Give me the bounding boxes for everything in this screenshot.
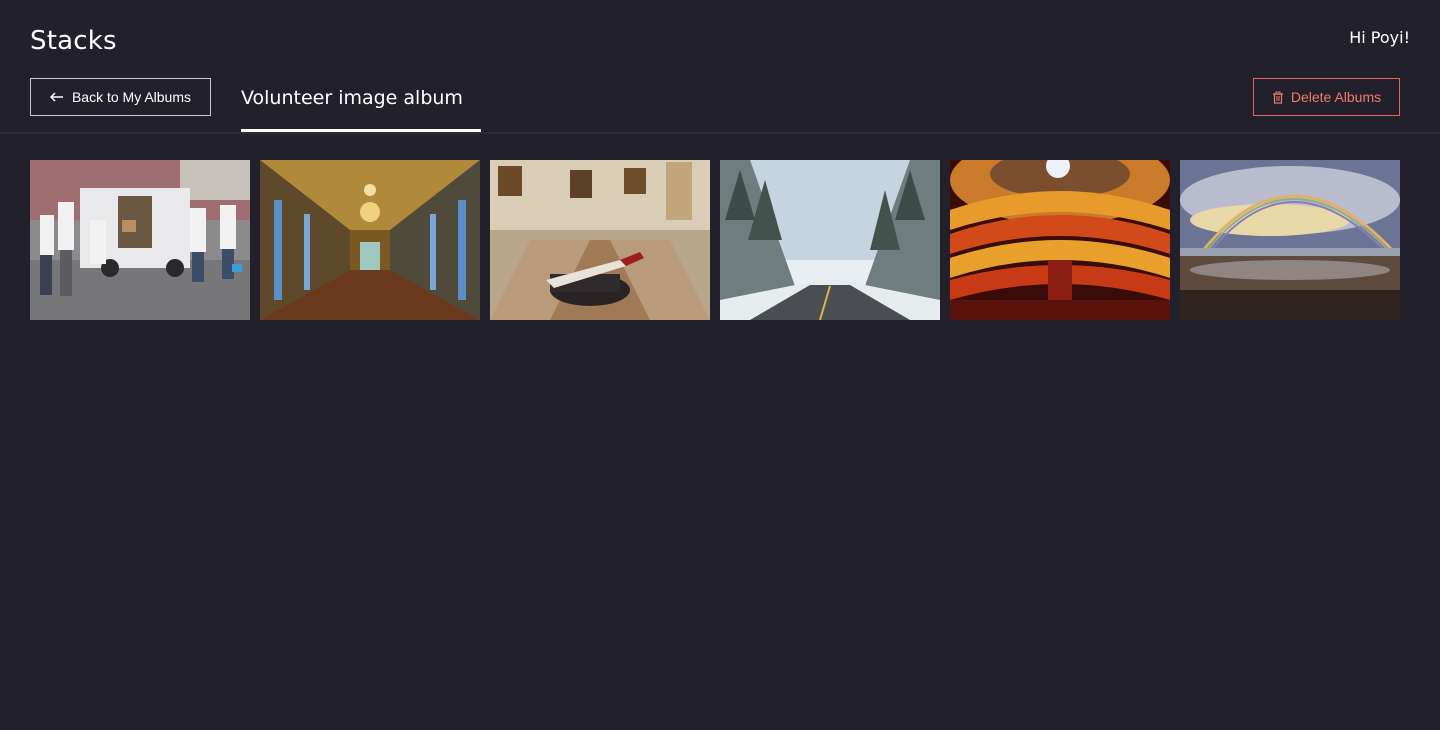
delete-albums-button[interactable]: Delete Albums	[1253, 78, 1400, 116]
app-brand[interactable]: Stacks	[30, 26, 117, 56]
album-title: Volunteer image album	[241, 87, 463, 109]
opera-house-interior-photo	[950, 160, 1170, 320]
header-divider	[0, 132, 1440, 134]
arrow-left-icon	[49, 92, 63, 102]
delete-button-label: Delete Albums	[1290, 89, 1382, 105]
tab-album-title[interactable]: Volunteer image album	[241, 78, 481, 132]
back-button-label: Back to My Albums	[71, 89, 192, 105]
album-image-grid	[30, 160, 1400, 320]
album-image[interactable]	[1180, 160, 1400, 320]
volunteers-van-photo	[30, 160, 250, 320]
back-to-albums-button[interactable]: Back to My Albums	[30, 78, 211, 116]
beach-rainbow-photo	[1180, 160, 1400, 320]
album-image[interactable]	[720, 160, 940, 320]
user-greeting[interactable]: Hi Poyi!	[1349, 28, 1410, 47]
album-image[interactable]	[260, 160, 480, 320]
snowy-forest-road-photo	[720, 160, 940, 320]
ornate-gallery-hall-photo	[260, 160, 480, 320]
tab-active-underline	[241, 129, 481, 132]
album-image[interactable]	[950, 160, 1170, 320]
album-image[interactable]	[30, 160, 250, 320]
museum-hall-photo	[490, 160, 710, 320]
album-image[interactable]	[490, 160, 710, 320]
trash-icon	[1272, 91, 1283, 104]
